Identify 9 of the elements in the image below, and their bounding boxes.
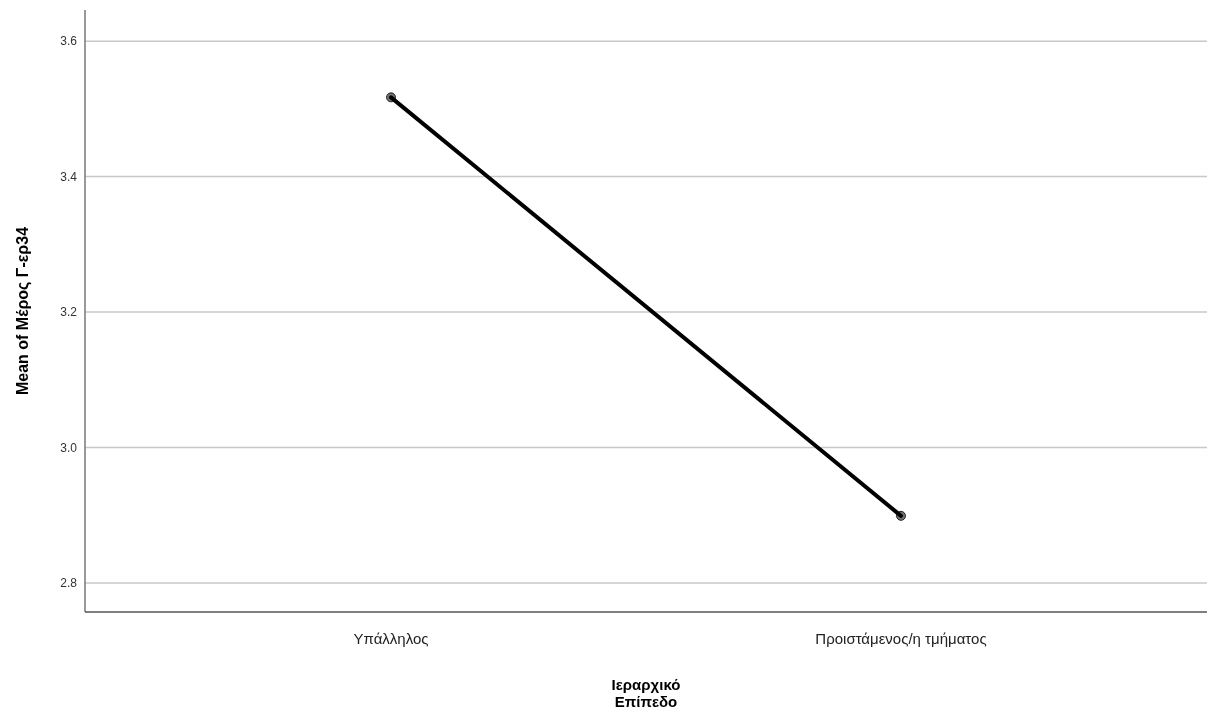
y-tick-label: 3.4 — [60, 169, 78, 184]
y-axis-title: Mean of Μέρος Γ-ερ34 — [14, 226, 32, 396]
x-tick-label: Προιστάμενος/η τμήματος — [815, 630, 987, 647]
y-tick-label: 3.0 — [60, 440, 78, 455]
x-tick-label: Υπάλληλος — [353, 630, 429, 647]
y-tick-label: 3.2 — [60, 305, 78, 320]
y-tick-label: 2.8 — [60, 576, 78, 591]
y-tick-label: 3.6 — [60, 34, 78, 49]
x-axis-title: Ιεραρχικό Επίπεδο — [611, 676, 681, 710]
